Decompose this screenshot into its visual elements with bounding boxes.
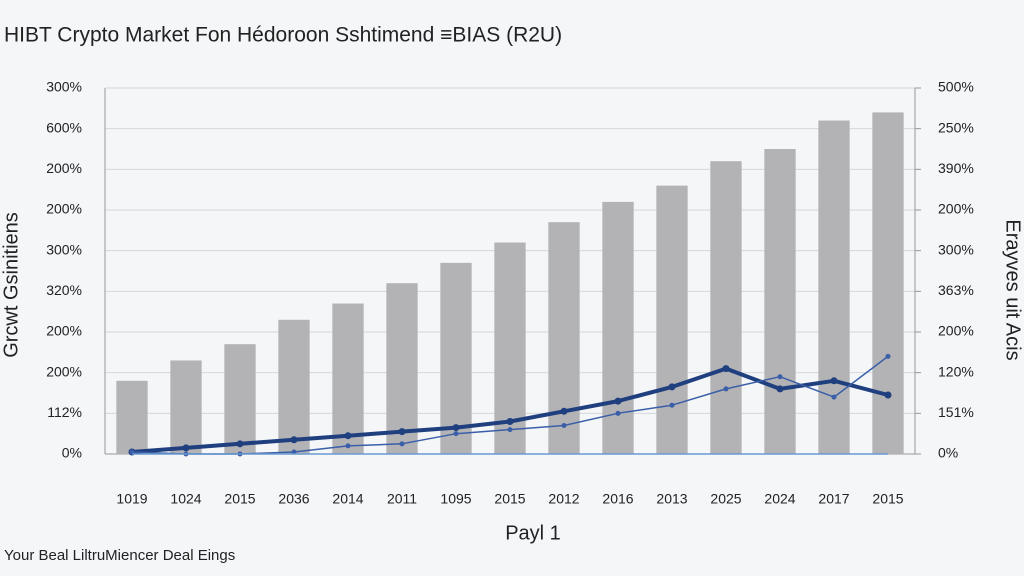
line-marker [452, 424, 460, 432]
x-tick-label: 2017 [818, 491, 849, 507]
line-marker [398, 428, 406, 436]
line-marker [776, 385, 784, 393]
bar [710, 161, 742, 454]
line-marker [561, 423, 567, 429]
chart-title: HIBT Crypto Market Fon Hédoroon Sshtimen… [4, 24, 562, 47]
y-tick-label: 200% [46, 323, 82, 339]
x-tick-label: 2025 [710, 491, 741, 507]
y-tick-label: 0% [62, 445, 82, 461]
line-marker [669, 402, 675, 408]
y-tick-label: 300% [46, 79, 82, 95]
line-marker [831, 394, 837, 400]
y-tick-label: 200% [46, 201, 82, 217]
line-marker [615, 410, 621, 416]
bar [818, 120, 850, 455]
line-marker [399, 441, 405, 447]
y2-tick-label: 200% [938, 201, 974, 217]
line-marker [129, 449, 135, 455]
bar [440, 262, 472, 454]
y-tick-label: 200% [46, 160, 82, 176]
y2-tick-label: 390% [938, 160, 974, 176]
line-marker [506, 417, 514, 425]
x-tick-label: 2015 [494, 491, 525, 507]
y2-tick-label: 200% [938, 323, 974, 339]
y-tick-label: 300% [46, 241, 82, 257]
x-tick-label: 2015 [224, 491, 255, 507]
line-marker [507, 427, 513, 433]
y2-tick-label: 363% [938, 282, 974, 298]
bar [656, 185, 688, 454]
x-tick-label: 1019 [116, 491, 147, 507]
line-marker [884, 391, 892, 399]
line-marker [614, 397, 622, 405]
y2-tick-label: 0% [938, 445, 958, 461]
bar [224, 344, 256, 454]
line-marker [723, 386, 729, 392]
y2-tick-label: 250% [938, 119, 974, 135]
bar [764, 149, 796, 454]
bar [548, 222, 580, 454]
x-tick-label: 2036 [278, 491, 309, 507]
line-marker [236, 440, 244, 448]
line-marker [560, 407, 568, 415]
x-tick-label: 2015 [872, 491, 903, 507]
y2-tick-label: 300% [938, 241, 974, 257]
footer: Your Beal LiltruMiencer Deal Eings [4, 547, 235, 564]
y-axis-title: Grcwt Gsinitiens [0, 212, 22, 358]
y-tick-label: 600% [46, 119, 82, 135]
bar [116, 380, 148, 454]
line-marker [885, 353, 891, 359]
y-tick-label: 200% [46, 363, 82, 379]
x-tick-label: 2016 [602, 491, 633, 507]
x-tick-label: 2013 [656, 491, 687, 507]
line-marker [668, 383, 676, 391]
x-tick-label: 2014 [332, 491, 363, 507]
line-marker [182, 444, 190, 452]
line-marker [722, 365, 730, 373]
bar [278, 319, 310, 454]
line-marker [345, 443, 351, 449]
y-tick-label: 112% [47, 404, 82, 420]
y2-tick-label: 151% [938, 404, 974, 420]
line-marker [290, 436, 298, 444]
bar [872, 112, 904, 455]
x-tick-label: 1095 [440, 491, 471, 507]
x-axis-title: Payl 1 [505, 522, 561, 544]
line-marker [453, 431, 459, 437]
line-marker [830, 377, 838, 385]
bar [332, 303, 364, 454]
x-tick-label: 2012 [548, 491, 579, 507]
line-marker [777, 374, 783, 380]
x-tick-label: 1024 [170, 491, 201, 507]
y2-axis-title: Erayves uit Acis [1002, 219, 1024, 360]
y2-tick-label: 120% [938, 363, 974, 379]
line-marker [291, 449, 297, 455]
line-marker [344, 432, 352, 440]
y2-tick-label: 500% [938, 79, 974, 95]
x-tick-label: 2011 [387, 491, 417, 507]
bar [386, 283, 418, 454]
x-tick-label: 2024 [764, 491, 795, 507]
bar [170, 360, 202, 454]
y-tick-label: 320% [46, 282, 82, 298]
